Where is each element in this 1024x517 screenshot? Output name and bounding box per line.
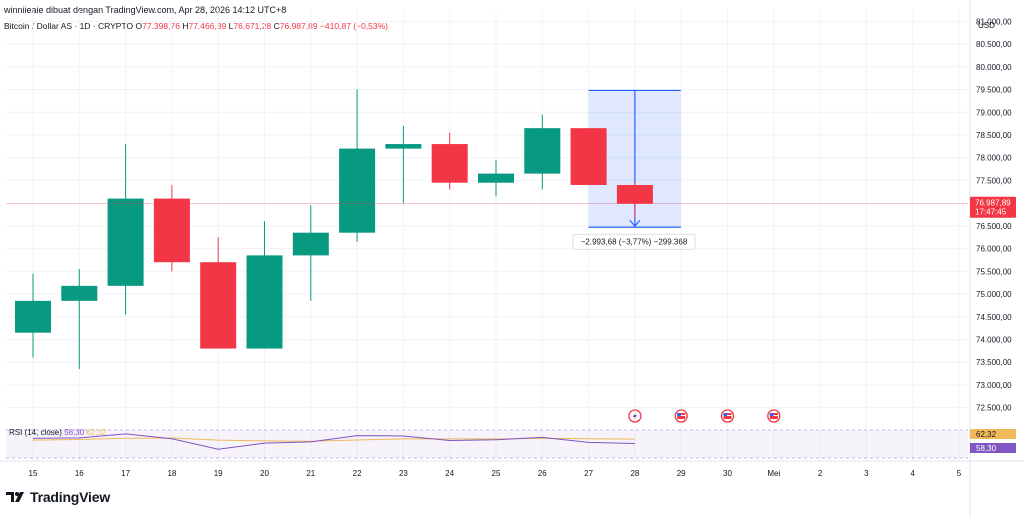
time-tick-label: 5 xyxy=(957,469,962,478)
rsi-band xyxy=(6,430,968,458)
rsi-line xyxy=(32,433,635,450)
time-tick-label: 17 xyxy=(121,469,130,478)
close-value: 76.987,89 xyxy=(279,21,318,31)
price-tick-label: 75.500,00 xyxy=(976,267,1012,276)
candle-body-24 xyxy=(431,144,468,183)
time-tick-label: Mei xyxy=(767,469,780,478)
flag-stripe-white xyxy=(723,415,732,416)
price-tick-label: 73.000,00 xyxy=(976,381,1012,390)
candle-body-19 xyxy=(200,262,237,349)
time-tick-label: 19 xyxy=(214,469,223,478)
time-tick-label: 27 xyxy=(584,469,593,478)
time-tick-label: 18 xyxy=(167,469,176,478)
time-tick-label: 26 xyxy=(538,469,547,478)
flag-stripe-white xyxy=(677,415,686,416)
candle-body-21 xyxy=(292,232,329,256)
time-tick-label: 16 xyxy=(75,469,84,478)
time-tick-label: 20 xyxy=(260,469,269,478)
candle-body-28 xyxy=(616,185,653,204)
candle-body-23 xyxy=(385,144,422,149)
time-axis[interactable]: 15 16 17 18 19 20 21 22 23 24 25 26 27 28 29 30 Mei 2 3 4 5 xyxy=(29,469,962,478)
price-tick-label: 76.500,00 xyxy=(976,222,1012,231)
measure-arrow-head xyxy=(629,219,641,228)
measure-label-text: −2.993,68 (−3,77%) −299.368 xyxy=(581,238,688,247)
measure-label-box xyxy=(572,233,696,250)
rsi-ma-axis-value: 62,32 xyxy=(976,430,997,439)
last-price-tag xyxy=(970,196,1016,218)
rsi-label: RSI (14, close) xyxy=(9,428,62,437)
flag-stripe-white xyxy=(769,415,778,416)
rsi-ma-value: 62,32 xyxy=(86,428,107,437)
last-price-tag-timer: 17:47:45 xyxy=(975,208,1007,217)
candle-body-20 xyxy=(246,255,283,349)
time-tick-label: 25 xyxy=(492,469,501,478)
rsi-legend[interactable]: RSI (14, close) 58,30 62,32 xyxy=(9,428,106,437)
high-label: H xyxy=(182,21,189,31)
tradingview-brand-text: TradingView xyxy=(30,489,111,505)
low-value: 76.671,28 xyxy=(233,21,272,31)
tradingview-logo[interactable]: TradingView xyxy=(6,489,110,505)
time-tick-label: 21 xyxy=(306,469,315,478)
flag-canton xyxy=(677,413,681,416)
time-tick-label: 28 xyxy=(630,469,639,478)
flag-canton xyxy=(769,413,774,416)
flag-canton xyxy=(723,413,727,416)
price-tick-label: 80.000,00 xyxy=(976,63,1012,72)
watermark-text: winniieaie dibuat dengan TradingView.com… xyxy=(4,5,287,15)
price-tick-label: 74.500,00 xyxy=(976,313,1012,322)
event-markers xyxy=(628,409,781,423)
price-tick-label: 78.500,00 xyxy=(976,131,1012,140)
time-tick-label: 24 xyxy=(445,469,454,478)
time-tick-label: 22 xyxy=(353,469,362,478)
price-tick-label: 80.500,00 xyxy=(976,40,1012,49)
candles-layer xyxy=(15,89,653,370)
symbol-ohlc-bar: Bitcoin / Dollar AS · 1D · CRYPTO O77.39… xyxy=(4,21,388,31)
price-tick-label: 78.000,00 xyxy=(976,154,1012,163)
candle-body-26 xyxy=(524,128,561,174)
symbol-name[interactable]: Bitcoin / Dollar AS · 1D · CRYPTO xyxy=(4,21,134,31)
high-value: 77.466,39 xyxy=(188,21,227,31)
last-price-tag-value: 76.987,89 xyxy=(975,199,1011,208)
price-tick-label: 79.500,00 xyxy=(976,86,1012,95)
price-tick-label: 81.000,00 xyxy=(976,17,1012,26)
time-tick-label: 2 xyxy=(818,469,823,478)
open-value: 77.398,76 xyxy=(142,21,180,31)
rsi-ma-line xyxy=(32,437,635,442)
time-tick-label: 4 xyxy=(910,469,915,478)
candle-body-17 xyxy=(107,198,144,286)
time-tick-label: 29 xyxy=(677,469,686,478)
candle-body-15 xyxy=(15,300,51,333)
price-tick-label: 76.000,00 xyxy=(976,245,1012,254)
low-label: L xyxy=(228,21,234,31)
time-tick-label: 15 xyxy=(29,469,38,478)
time-tick-label: 3 xyxy=(864,469,869,478)
candle-body-18 xyxy=(153,198,190,263)
rsi-axis-tag xyxy=(970,443,1016,453)
price-tick-label: 79.000,00 xyxy=(976,108,1012,117)
currency-label: USD xyxy=(978,21,995,30)
rsi-axis-value: 58,30 xyxy=(976,444,997,453)
time-tick-label: 30 xyxy=(723,469,732,478)
candle-body-25 xyxy=(478,173,514,183)
price-tick-label: 73.500,00 xyxy=(976,358,1012,367)
close-label: C xyxy=(273,21,280,31)
price-tick-label: 74.000,00 xyxy=(976,335,1012,344)
change-value: −410,87 (−0,53%) xyxy=(319,21,389,31)
candle-body-16 xyxy=(61,285,98,301)
candle-body-22 xyxy=(339,148,376,233)
open-label: O xyxy=(135,21,143,31)
price-tick-label: 72.500,00 xyxy=(976,404,1012,413)
price-tick-label: 75.000,00 xyxy=(976,290,1012,299)
candle-body-27 xyxy=(570,128,607,185)
tradingview-logo-icon xyxy=(6,492,24,502)
price-tick-label: 77.500,00 xyxy=(976,176,1012,185)
rsi-ma-axis-tag xyxy=(970,429,1016,439)
rsi-value: 58,30 xyxy=(64,428,85,437)
time-tick-label: 23 xyxy=(399,469,408,478)
lightning-glyph xyxy=(632,412,637,420)
